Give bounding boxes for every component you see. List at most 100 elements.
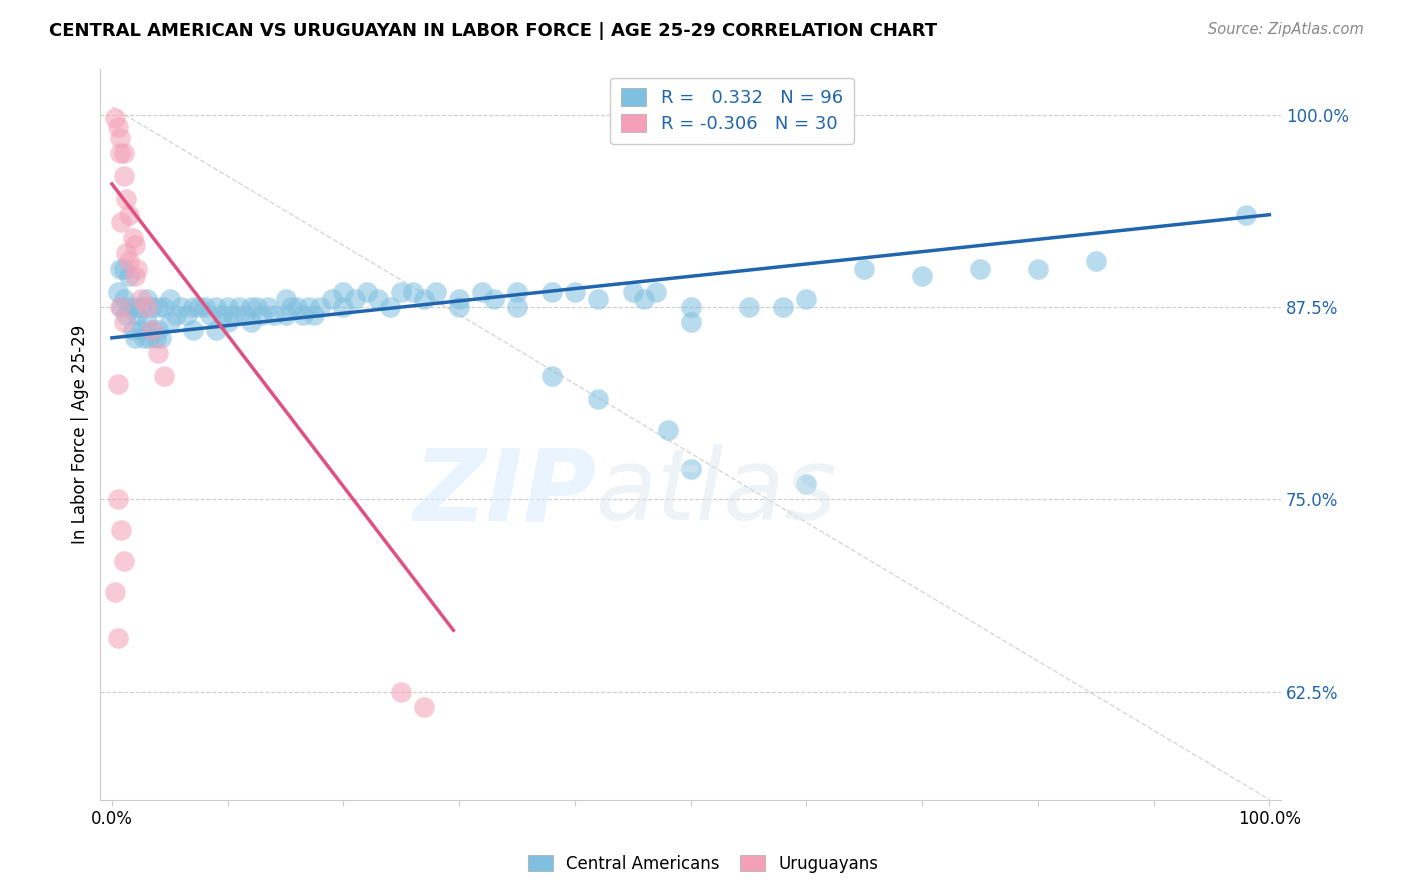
Point: [129, 293, 152, 307]
Point: [853, 261, 876, 276]
Legend: Central Americans, Uruguayans: Central Americans, Uruguayans: [522, 848, 884, 880]
Text: Source: ZipAtlas.com: Source: ZipAtlas.com: [1208, 22, 1364, 37]
Point: [586, 293, 609, 307]
Point: [772, 300, 794, 314]
Point: [129, 323, 152, 337]
Point: [110, 215, 132, 229]
Point: [449, 293, 471, 307]
Point: [124, 300, 146, 314]
Point: [449, 300, 471, 314]
Point: [112, 293, 135, 307]
Point: [1026, 261, 1049, 276]
Point: [239, 315, 262, 329]
Point: [304, 308, 326, 322]
Point: [187, 300, 209, 314]
Point: [217, 315, 239, 329]
Point: [367, 293, 389, 307]
Point: [107, 631, 129, 645]
Point: [540, 369, 562, 384]
Point: [222, 308, 245, 322]
Point: [1084, 253, 1107, 268]
Point: [657, 423, 679, 437]
Point: [181, 300, 204, 314]
Point: [121, 231, 143, 245]
Point: [108, 130, 131, 145]
Point: [228, 300, 250, 314]
Point: [796, 293, 818, 307]
Point: [110, 523, 132, 537]
Point: [114, 246, 136, 260]
Point: [633, 293, 655, 307]
Point: [389, 285, 412, 299]
Point: [176, 308, 198, 322]
Point: [239, 300, 262, 314]
Point: [141, 323, 163, 337]
Point: [108, 146, 131, 161]
Point: [356, 285, 378, 299]
Point: [127, 261, 149, 276]
Point: [911, 269, 934, 284]
Point: [274, 293, 297, 307]
Point: [679, 461, 702, 475]
Point: [343, 293, 366, 307]
Point: [114, 192, 136, 206]
Point: [205, 323, 228, 337]
Point: [135, 315, 157, 329]
Point: [107, 376, 129, 391]
Point: [252, 308, 274, 322]
Point: [118, 300, 141, 314]
Point: [217, 300, 239, 314]
Point: [679, 315, 702, 329]
Point: [332, 285, 354, 299]
Point: [138, 331, 160, 345]
Point: [200, 308, 222, 322]
Point: [121, 323, 143, 337]
Point: [193, 300, 215, 314]
Point: [148, 300, 170, 314]
Point: [274, 308, 297, 322]
Point: [149, 331, 172, 345]
Point: [148, 346, 170, 360]
Point: [124, 238, 146, 252]
Point: [159, 315, 181, 329]
Point: [108, 261, 131, 276]
Point: [114, 308, 136, 322]
Point: [118, 269, 141, 284]
Point: [104, 584, 127, 599]
Point: [124, 269, 146, 284]
Point: [112, 146, 135, 161]
Point: [1234, 208, 1257, 222]
Point: [112, 315, 135, 329]
Point: [107, 120, 129, 134]
Point: [506, 300, 529, 314]
Point: [104, 111, 127, 125]
Point: [153, 369, 176, 384]
Point: [141, 323, 163, 337]
Point: [402, 285, 425, 299]
Point: [135, 300, 157, 314]
Point: [170, 300, 193, 314]
Point: [413, 700, 436, 714]
Text: CENTRAL AMERICAN VS URUGUAYAN IN LABOR FORCE | AGE 25-29 CORRELATION CHART: CENTRAL AMERICAN VS URUGUAYAN IN LABOR F…: [49, 22, 938, 40]
Point: [425, 285, 447, 299]
Point: [165, 308, 187, 322]
Point: [586, 392, 609, 407]
Point: [211, 308, 233, 322]
Point: [124, 331, 146, 345]
Point: [482, 293, 505, 307]
Point: [148, 323, 170, 337]
Point: [389, 685, 412, 699]
Point: [309, 300, 332, 314]
Point: [135, 293, 157, 307]
Point: [413, 293, 436, 307]
Point: [796, 477, 818, 491]
Point: [246, 300, 269, 314]
Point: [506, 285, 529, 299]
Point: [285, 300, 308, 314]
Point: [159, 293, 181, 307]
Point: [233, 308, 256, 322]
Point: [645, 285, 668, 299]
Point: [118, 253, 141, 268]
Point: [321, 293, 343, 307]
Point: [298, 300, 321, 314]
